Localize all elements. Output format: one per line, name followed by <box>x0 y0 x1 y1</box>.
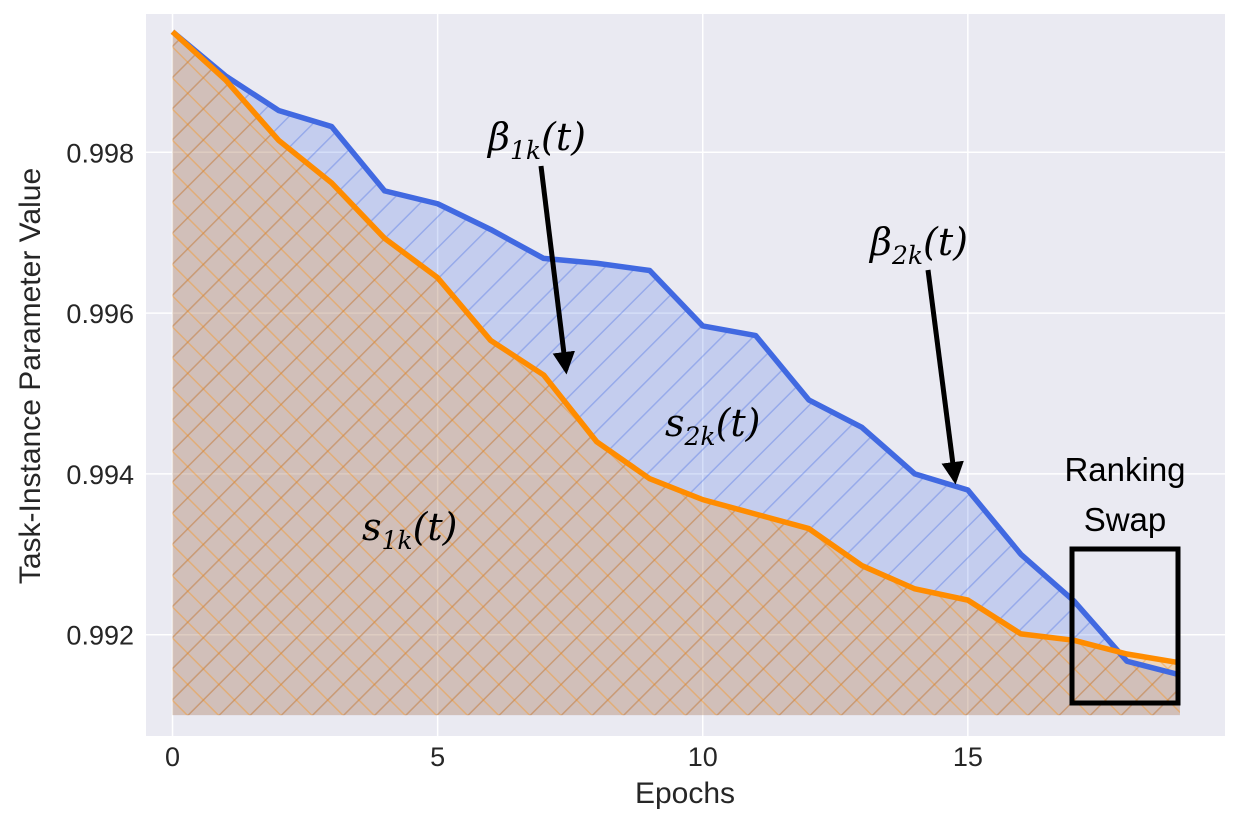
arrow-beta1 <box>538 165 575 375</box>
x-tick-labels: 0 5 10 15 <box>165 742 983 772</box>
y-tick-label: 0.994 <box>66 460 134 490</box>
y-tick-label: 0.992 <box>66 621 134 651</box>
arrow-beta2 <box>925 269 964 485</box>
area-hatch-beta1-back <box>172 31 1180 716</box>
series-line-beta1 <box>170 29 1181 666</box>
ranking-swap-box <box>1069 546 1181 706</box>
label-beta2: β2k(t) <box>868 220 968 270</box>
x-tick-label: 0 <box>165 742 180 772</box>
y-tick-labels: 0.992 0.994 0.996 0.998 <box>66 138 134 650</box>
x-tick-label: 10 <box>688 742 718 772</box>
label-swap: Swap <box>1084 501 1167 538</box>
y-tick-label: 0.996 <box>66 299 134 329</box>
series-line-beta2 <box>170 29 1181 678</box>
label-beta1: β1k(t) <box>486 115 586 165</box>
y-tick-label: 0.998 <box>66 138 134 168</box>
label-s2: s2k(t) <box>665 401 761 451</box>
y-axis-label: Task-Instance Parameter Value <box>14 168 47 584</box>
label-ranking: Ranking <box>1064 451 1185 488</box>
x-tick-label: 15 <box>953 742 983 772</box>
x-axis-label: Epochs <box>635 777 735 810</box>
label-s1: s1k(t) <box>362 505 458 555</box>
series-lines <box>170 29 1181 678</box>
x-tick-label: 5 <box>430 742 445 772</box>
